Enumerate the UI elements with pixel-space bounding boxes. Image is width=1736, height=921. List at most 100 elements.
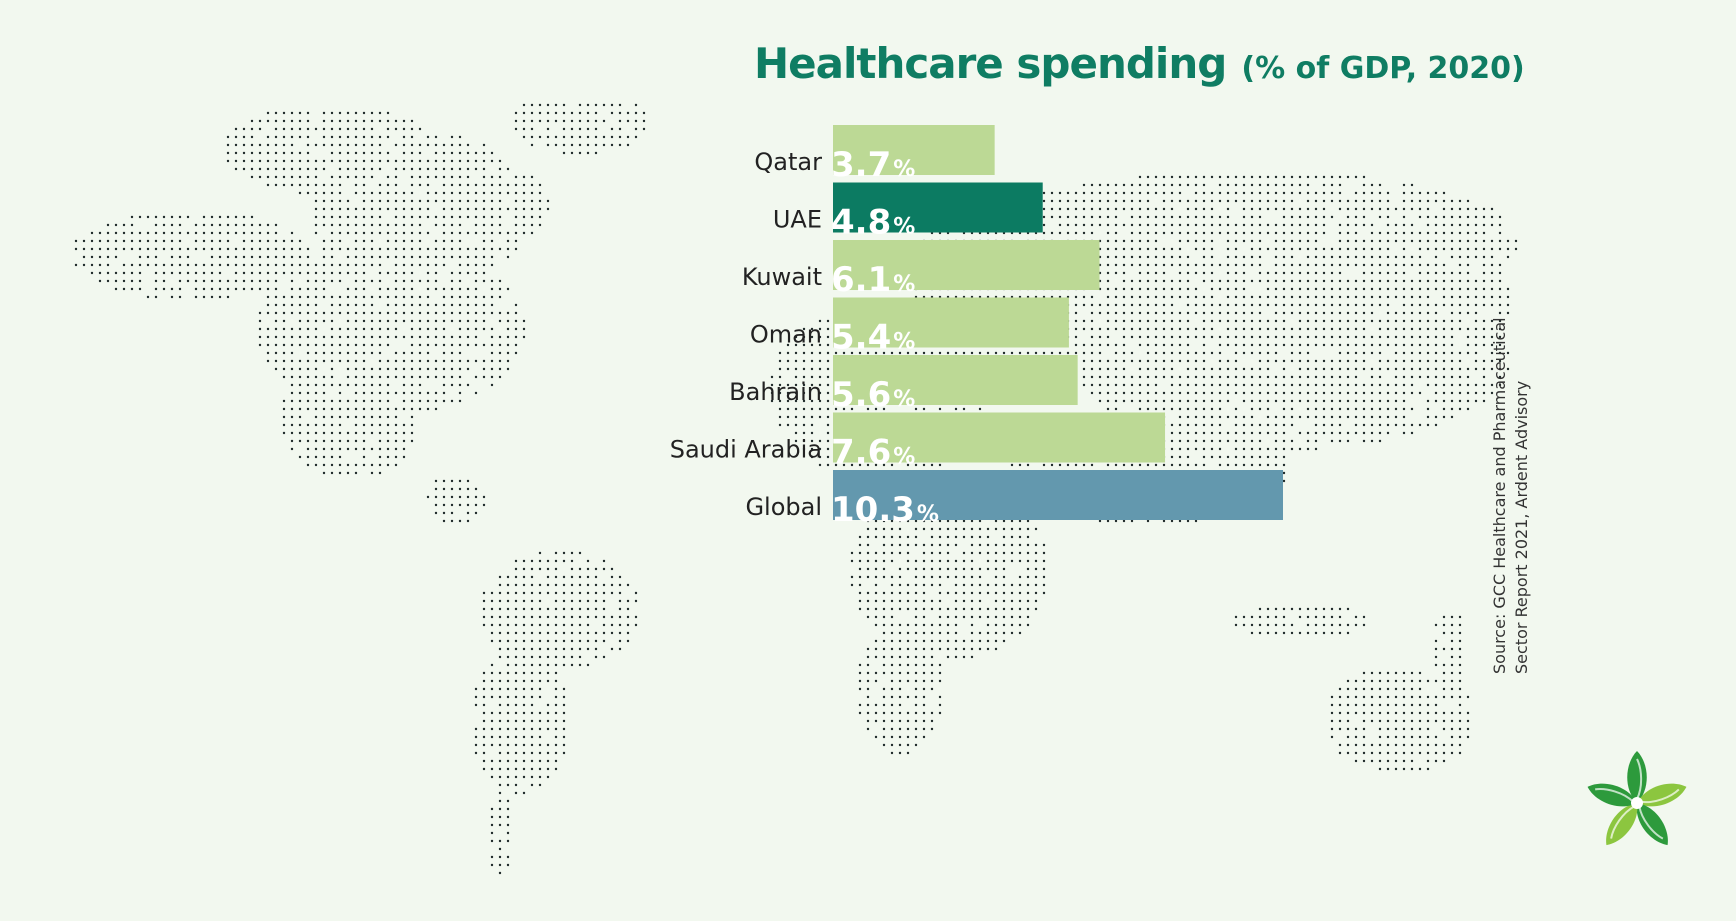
map-dot xyxy=(138,287,142,291)
map-dot xyxy=(1082,351,1086,355)
map-dot xyxy=(1250,207,1254,211)
map-dot xyxy=(1258,431,1262,435)
map-dot xyxy=(1154,183,1158,187)
map-dot xyxy=(362,247,366,251)
map-dot xyxy=(1250,423,1254,427)
map-dot xyxy=(1314,431,1318,435)
map-dot xyxy=(450,303,454,307)
map-dot xyxy=(458,319,462,323)
map-dot xyxy=(370,127,374,131)
map-dot xyxy=(482,623,486,627)
map-dot xyxy=(594,151,598,155)
map-dot xyxy=(1450,671,1454,675)
map-dot xyxy=(1410,351,1414,355)
map-dot xyxy=(1322,263,1326,267)
map-dot xyxy=(314,455,318,459)
map-dot xyxy=(242,255,246,259)
map-dot xyxy=(1370,351,1374,355)
map-dot xyxy=(922,695,926,699)
map-dot xyxy=(1450,415,1454,419)
map-dot xyxy=(1370,295,1374,299)
map-dot xyxy=(1458,215,1462,219)
map-dot xyxy=(458,311,462,315)
map-dot xyxy=(562,135,566,139)
map-dot xyxy=(1250,279,1254,283)
map-dot xyxy=(1338,423,1342,427)
map-dot xyxy=(482,143,486,147)
map-dot xyxy=(1346,415,1350,419)
map-dot xyxy=(578,575,582,579)
map-dot xyxy=(1258,207,1262,211)
map-dot xyxy=(290,111,294,115)
map-dot xyxy=(1146,239,1150,243)
map-dot xyxy=(538,567,542,571)
map-dot xyxy=(786,399,790,403)
map-dot xyxy=(410,207,414,211)
map-dot xyxy=(1186,175,1190,179)
map-dot xyxy=(1474,255,1478,259)
map-dot xyxy=(338,383,342,387)
map-dot xyxy=(1402,671,1406,675)
map-dot xyxy=(194,263,198,267)
map-dot xyxy=(1154,327,1158,331)
map-dot xyxy=(1090,327,1094,331)
map-dot xyxy=(1274,343,1278,347)
map-dot xyxy=(1210,431,1214,435)
map-dot xyxy=(1410,231,1414,235)
map-dot xyxy=(1250,319,1254,323)
map-dot xyxy=(458,231,462,235)
map-dot xyxy=(346,287,350,291)
map-dot xyxy=(1178,343,1182,347)
map-dot xyxy=(1010,599,1014,603)
map-dot xyxy=(1082,303,1086,307)
map-dot xyxy=(1426,223,1430,227)
map-dot xyxy=(586,639,590,643)
map-dot xyxy=(554,119,558,123)
map-dot xyxy=(1442,319,1446,323)
map-dot xyxy=(378,159,382,163)
map-dot xyxy=(1186,519,1190,523)
map-dot xyxy=(602,599,606,603)
map-dot xyxy=(1386,367,1390,371)
map-dot xyxy=(330,175,334,179)
map-dot xyxy=(1138,399,1142,403)
map-dot xyxy=(450,271,454,275)
map-dot xyxy=(330,383,334,387)
map-dot xyxy=(402,423,406,427)
map-dot xyxy=(482,295,486,299)
map-dot xyxy=(1466,407,1470,411)
map-dot xyxy=(1410,295,1414,299)
map-dot xyxy=(1258,407,1262,411)
map-dot xyxy=(834,407,838,411)
map-dot xyxy=(1130,303,1134,307)
map-dot xyxy=(1258,191,1262,195)
map-dot xyxy=(314,463,318,467)
map-dot xyxy=(282,263,286,267)
map-dot xyxy=(498,183,502,187)
map-dot xyxy=(1090,207,1094,211)
map-dot xyxy=(386,463,390,467)
map-dot xyxy=(1290,407,1294,411)
map-dot xyxy=(1322,247,1326,251)
map-dot xyxy=(1386,383,1390,387)
map-dot xyxy=(378,119,382,123)
map-dot xyxy=(514,599,518,603)
map-dot xyxy=(1466,335,1470,339)
map-dot xyxy=(1474,359,1478,363)
map-dot xyxy=(1322,183,1326,187)
map-dot xyxy=(962,407,966,411)
map-dot xyxy=(354,135,358,139)
map-dot xyxy=(1194,303,1198,307)
map-dot xyxy=(1306,623,1310,627)
map-dot xyxy=(1234,183,1238,187)
map-dot xyxy=(1122,191,1126,195)
map-dot xyxy=(898,639,902,643)
map-dot xyxy=(1258,199,1262,203)
map-dot xyxy=(82,255,86,259)
map-dot xyxy=(426,143,430,147)
map-dot xyxy=(1314,367,1318,371)
map-dot xyxy=(450,479,454,483)
map-dot xyxy=(1226,391,1230,395)
map-dot xyxy=(402,311,406,315)
map-dot xyxy=(1266,343,1270,347)
